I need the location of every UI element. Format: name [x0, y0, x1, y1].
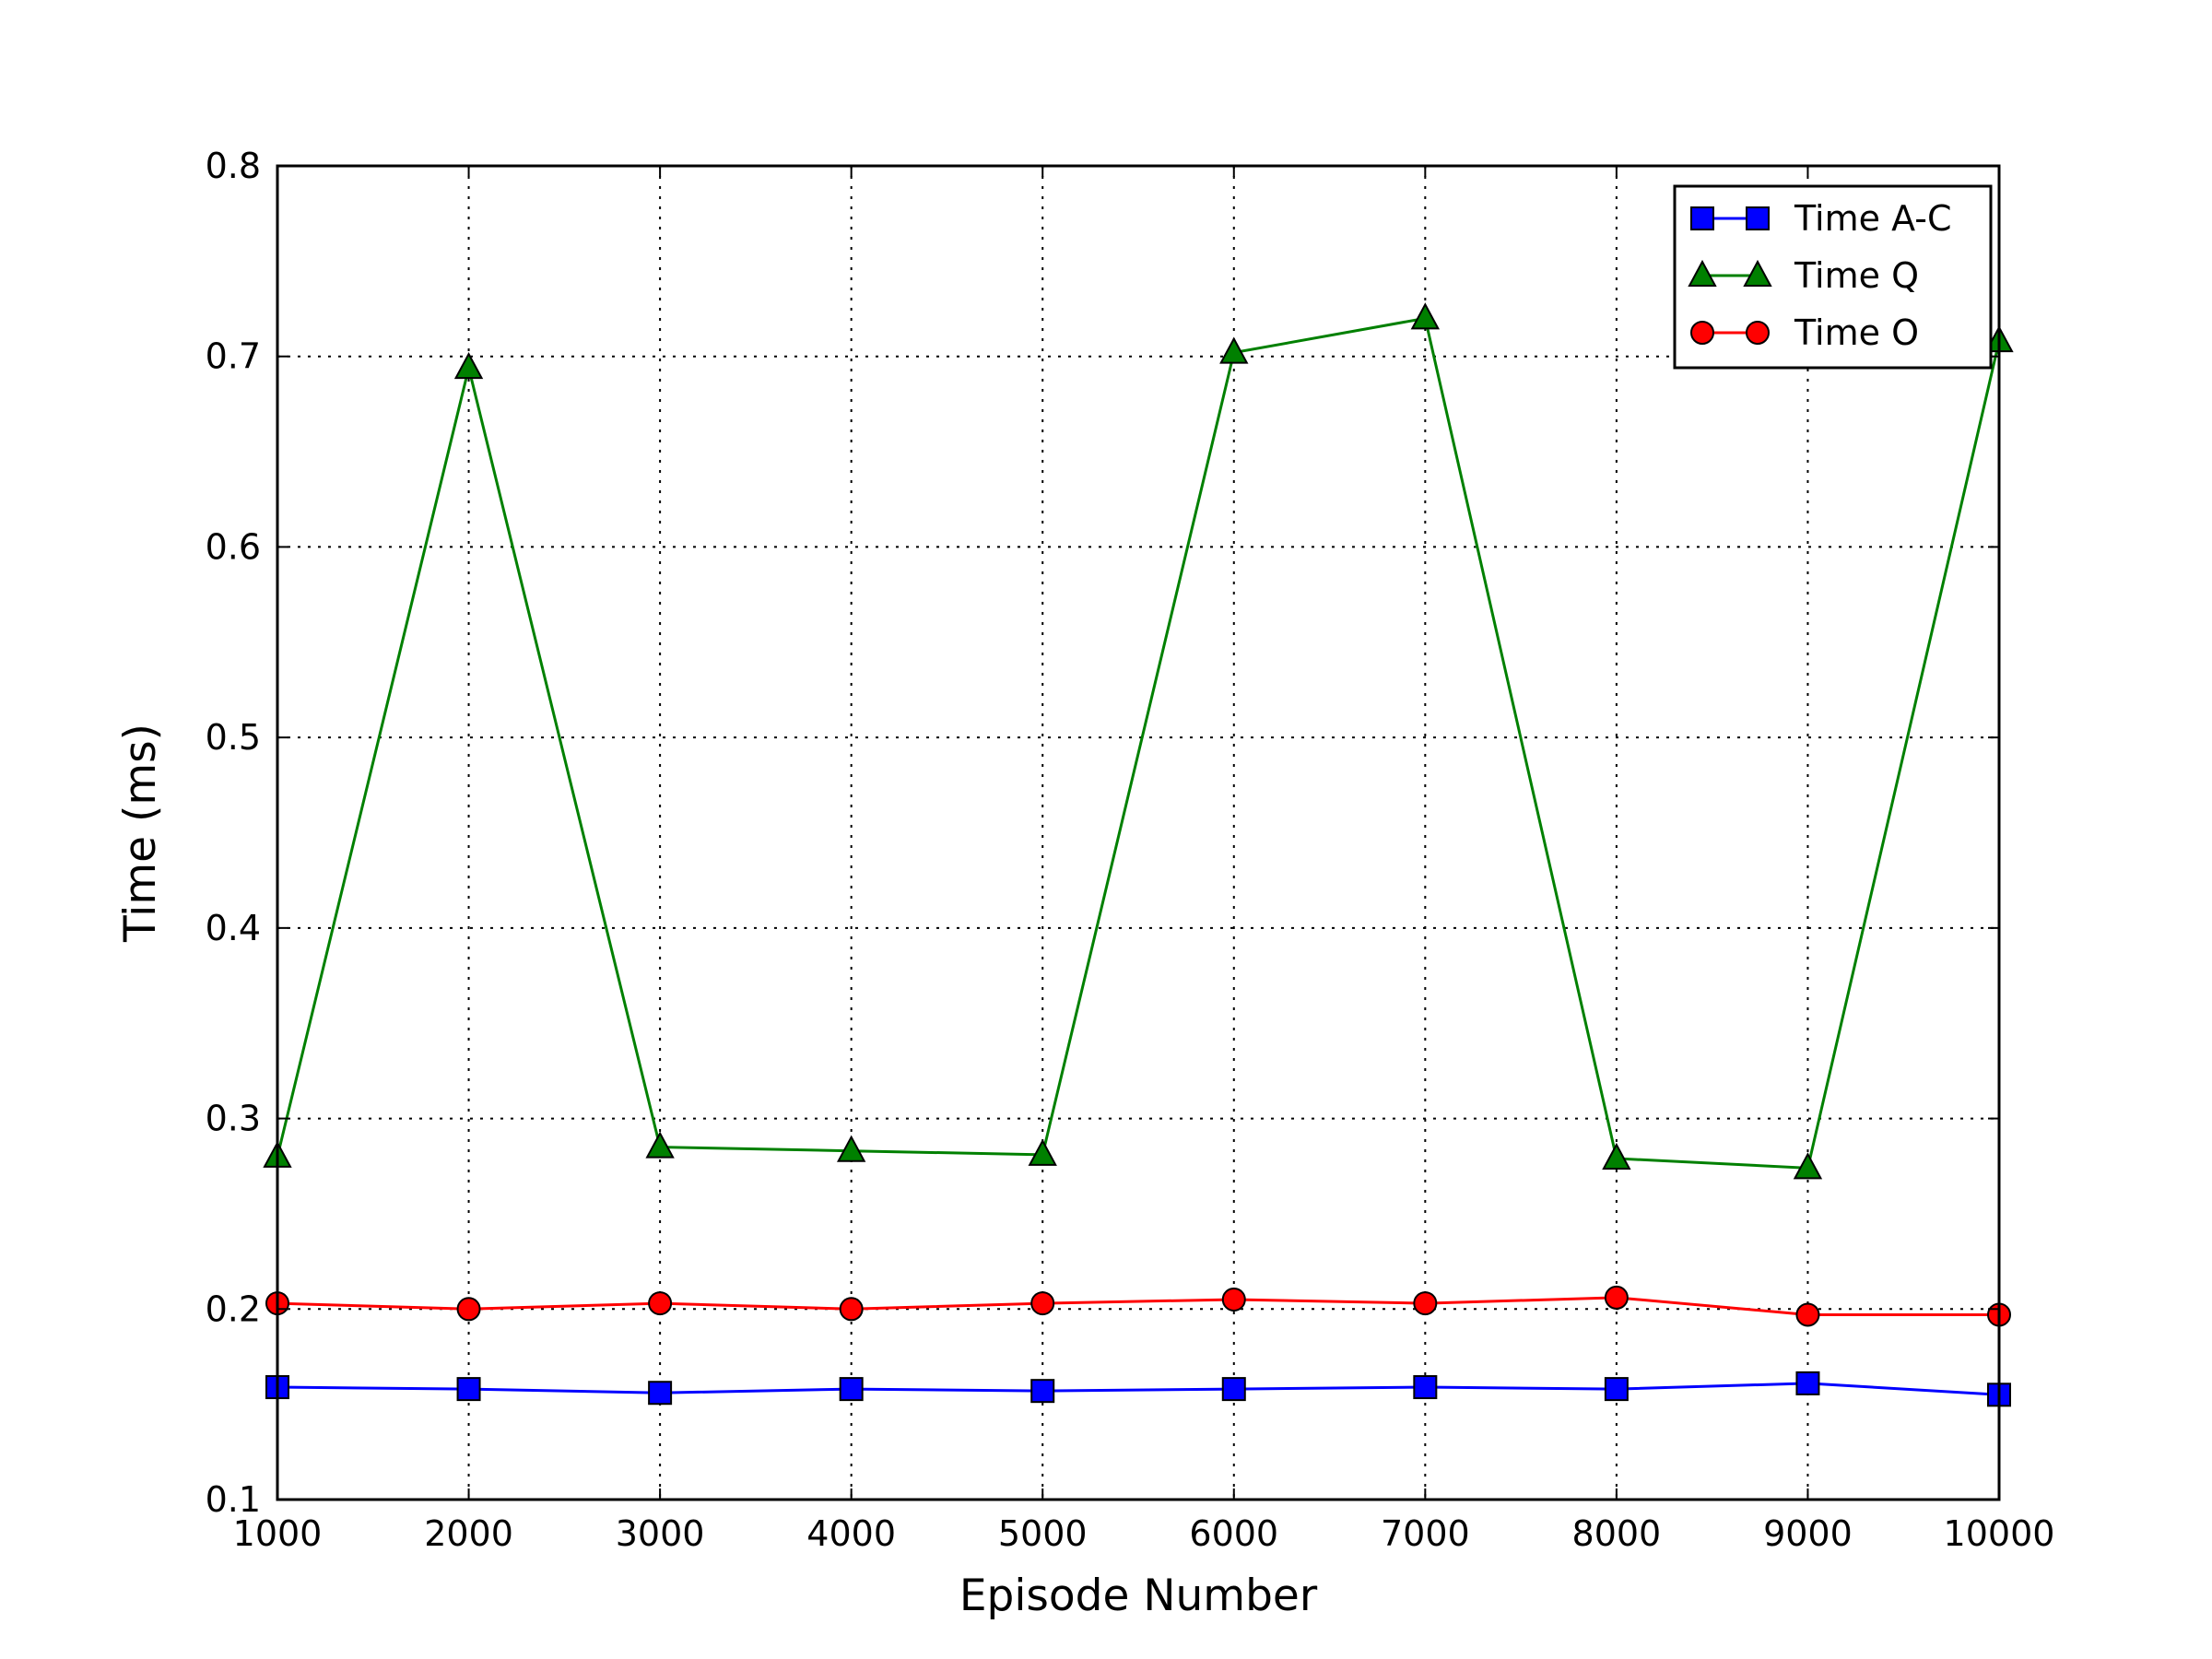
data-point [1413, 1375, 1438, 1400]
data-point [1413, 1291, 1438, 1316]
series-line [276, 1382, 2000, 1396]
x-tick-label: 6000 [1189, 1513, 1278, 1554]
y-tick-label: 0.3 [206, 1099, 261, 1139]
y-tick-label: 0.4 [206, 908, 261, 948]
series-triangle [263, 302, 2014, 1180]
legend-marker [1743, 259, 1772, 287]
legend-label: Time Q [1794, 255, 1919, 296]
y-tick-label: 0.2 [206, 1288, 261, 1329]
data-point [1410, 302, 1441, 330]
legend-marker [1688, 259, 1717, 287]
series-line [276, 316, 2001, 1170]
data-point [1604, 1377, 1629, 1402]
legend-entry: Time A-C [1690, 198, 1951, 239]
y-tick-label: 0.8 [206, 146, 261, 186]
legend-marker [1690, 321, 1714, 345]
x-tick-label: 3000 [616, 1513, 705, 1554]
data-point [645, 1131, 675, 1159]
x-tick-label: 10000 [1944, 1513, 2055, 1554]
series-line [276, 1296, 1999, 1316]
data-point [1221, 1377, 1246, 1402]
data-point [1219, 336, 1249, 364]
x-tick-label: 5000 [998, 1513, 1088, 1554]
axis-ticks: 1000 2000 3000 4000 5000 6000 7000 8000 9000 1000… [206, 146, 2055, 1554]
x-tick-label: 4000 [806, 1513, 896, 1554]
legend-marker [1746, 321, 1770, 345]
data-point [1604, 1285, 1629, 1310]
y-tick-label: 0.6 [206, 526, 261, 567]
data-point [1030, 1379, 1055, 1404]
y-tick-label: 0.5 [206, 717, 261, 758]
legend: Time A-C Time Q Time O [1673, 184, 1993, 370]
x-tick-label: 2000 [424, 1513, 513, 1554]
data-point [1793, 1152, 1823, 1180]
x-tick-label: 1000 [233, 1513, 323, 1554]
data-point [839, 1297, 864, 1322]
series-circle [265, 1285, 2011, 1327]
data-point [648, 1381, 673, 1406]
data-point [453, 352, 484, 380]
data-point [456, 1377, 481, 1402]
data-point [1602, 1142, 1631, 1170]
legend-label: Time O [1794, 312, 1919, 353]
x-axis-label: Episode Number [959, 1571, 1318, 1621]
data-point [839, 1377, 864, 1402]
plot-area-frame [276, 164, 2001, 1501]
legend-marker [1746, 206, 1770, 230]
y-tick-label: 0.1 [206, 1479, 261, 1520]
data-point [1795, 1302, 1820, 1327]
data-point [1030, 1291, 1055, 1316]
y-axis-label: Time (ms) [115, 724, 166, 943]
data-point [836, 1135, 866, 1162]
x-tick-label: 9000 [1763, 1513, 1853, 1554]
data-point [456, 1297, 481, 1322]
x-tick-label: 7000 [1381, 1513, 1470, 1554]
y-tick-label: 0.7 [206, 336, 261, 377]
data-point [648, 1291, 673, 1316]
legend-marker [1690, 206, 1714, 230]
legend-entry: Time Q [1688, 255, 1919, 296]
series-group [263, 302, 2014, 1407]
legend-label: Time A-C [1794, 198, 1951, 239]
data-point [1221, 1287, 1246, 1312]
data-point [1795, 1371, 1820, 1395]
data-point [1028, 1138, 1057, 1166]
legend-entry: Time O [1690, 312, 1919, 353]
x-tick-label: 8000 [1572, 1513, 1662, 1554]
